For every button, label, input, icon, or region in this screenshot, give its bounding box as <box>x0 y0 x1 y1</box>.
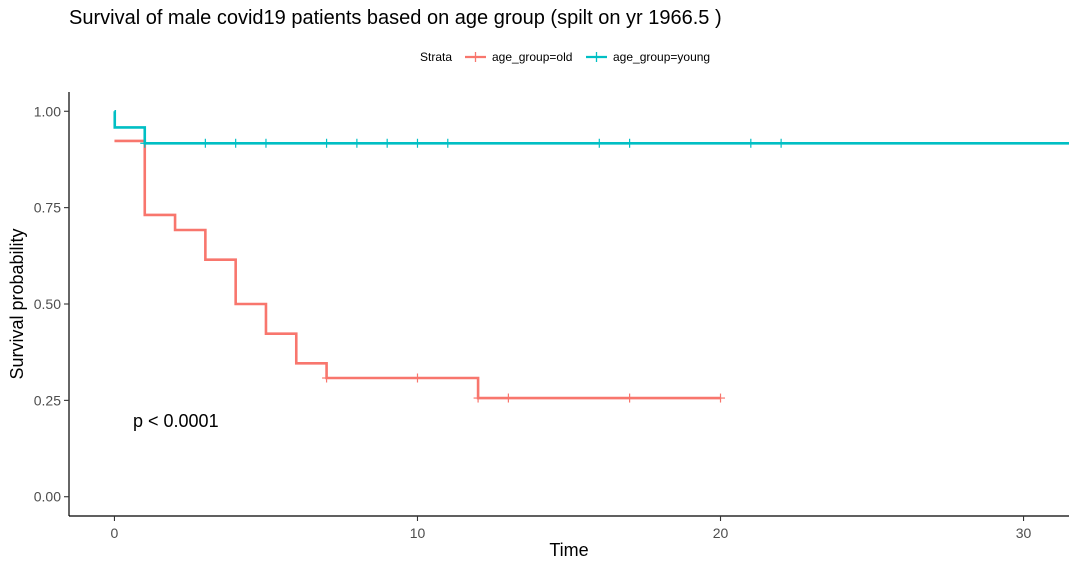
legend-label-old: age_group=old <box>492 50 572 64</box>
axes <box>68 92 1069 517</box>
y-tick-label: 0.50 <box>34 296 61 312</box>
y-ticks: 0.00 0.25 0.50 0.75 1.00 <box>34 103 69 505</box>
series <box>113 109 1069 403</box>
x-axis-title: Time <box>549 540 588 560</box>
survival-curve <box>113 109 1069 145</box>
survival-curve <box>114 139 721 400</box>
legend-item-young: age_group=young <box>586 50 710 64</box>
legend-item-old: age_group=old <box>465 50 572 64</box>
legend-label-young: age_group=young <box>613 50 710 64</box>
series-age-group-young <box>113 109 1069 148</box>
chart-title: Survival of male covid19 patients based … <box>69 7 722 29</box>
y-axis-title: Survival probability <box>7 228 27 379</box>
x-tick-label: 0 <box>111 525 119 541</box>
x-ticks: 0 10 20 30 <box>111 516 1032 541</box>
series-age-group-old <box>114 139 726 403</box>
legend: Strata age_group=old age_group=young <box>420 50 710 64</box>
legend-title: Strata <box>420 50 452 64</box>
x-tick-label: 30 <box>1016 525 1032 541</box>
y-tick-label: 1.00 <box>34 103 61 119</box>
p-value-annotation: p < 0.0001 <box>133 411 219 431</box>
x-tick-label: 10 <box>410 525 426 541</box>
y-tick-label: 0.75 <box>34 200 61 216</box>
y-tick-label: 0.25 <box>34 392 61 408</box>
y-tick-label: 0.00 <box>34 489 61 505</box>
x-tick-label: 20 <box>713 525 729 541</box>
